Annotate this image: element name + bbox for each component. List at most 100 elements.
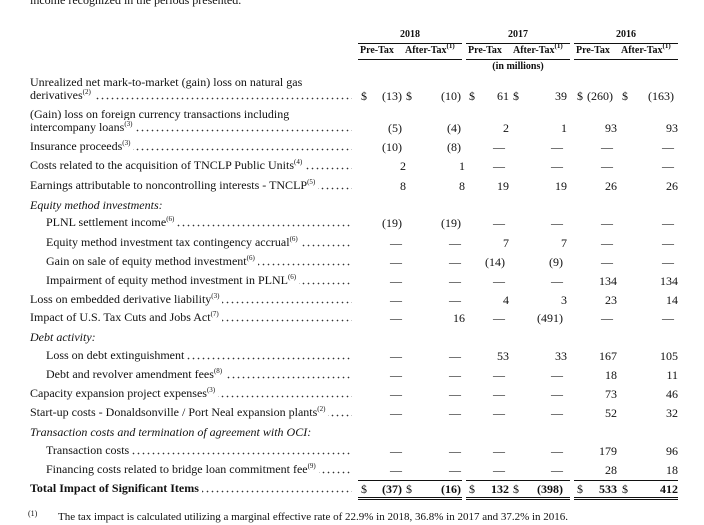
rule: [358, 480, 462, 481]
cell-value: (13): [382, 89, 402, 103]
label-note: (2): [317, 405, 326, 413]
cell-value: —: [551, 406, 563, 420]
rule: [358, 59, 462, 60]
row-label: Equity method investment tax contingency…: [46, 235, 352, 249]
label-note: (8): [213, 367, 223, 375]
cell-value: —: [390, 444, 402, 458]
label-text: Insurance proceeds: [30, 139, 123, 153]
row-label-text: Transaction costs: [46, 443, 133, 457]
cell-value: —: [390, 311, 402, 325]
row-label-text: Impact of U.S. Tax Cuts and Jobs Act(7): [30, 310, 222, 324]
cell-value: 96: [666, 444, 678, 458]
row-label-text: Capacity expansion project expenses(3): [30, 386, 219, 400]
row-label-text: Loss on embedded derivative liability(3): [30, 292, 223, 306]
label-text: Capacity expansion project expenses: [30, 386, 207, 400]
units-header: (in millions): [492, 61, 544, 72]
cell-value: —: [390, 274, 402, 288]
row-label: Capacity expansion project expenses(3): [30, 386, 352, 400]
cell-value: —: [449, 368, 461, 382]
cell-value: 3: [561, 293, 567, 307]
label-text: Transaction costs: [46, 443, 130, 457]
row-label: Costs related to the acquisition of TNCL…: [30, 158, 352, 172]
label-text: Gain on sale of equity method investment: [46, 254, 247, 268]
cell-value: 8: [400, 179, 406, 193]
footnote-marker: (1): [28, 509, 38, 518]
cell-value: —: [551, 159, 563, 173]
label-text: PLNL settlement income: [46, 215, 167, 229]
label-note: (3): [206, 386, 216, 394]
cell-value: 2: [400, 159, 406, 173]
cell-value: 134: [660, 274, 678, 288]
row-label: (Gain) loss on foreign currency transact…: [30, 107, 352, 134]
year-header: 2016: [616, 29, 636, 40]
cell-value: —: [449, 387, 461, 401]
year-header: 2018: [400, 29, 420, 40]
row-label-text: Unrealized net mark-to-market (gain) los…: [30, 75, 303, 102]
cell-value: —: [390, 349, 402, 363]
label-note: (3): [124, 120, 133, 128]
cell-value: —: [493, 140, 505, 154]
cell-value: 53: [497, 349, 509, 363]
cell-value: —: [390, 293, 402, 307]
cell-value: —: [390, 387, 402, 401]
row-label-text: Loss on debt extinguishment: [46, 348, 188, 362]
after-tax-header: After-Tax(1): [621, 43, 671, 57]
cell-value: 28: [605, 463, 617, 477]
section-label: Transaction costs and termination of agr…: [30, 425, 312, 439]
cell-value: —: [662, 236, 674, 250]
cell-value: (260): [587, 89, 613, 103]
cell-value: —: [551, 140, 563, 154]
currency-symbol: $: [361, 482, 367, 496]
cell-value: 2: [503, 121, 509, 135]
cell-value: —: [601, 216, 613, 230]
cell-value: 18: [605, 368, 617, 382]
row-label: Debt and revolver amendment fees(8): [46, 367, 352, 381]
row-label: Impairment of equity method investment i…: [46, 273, 352, 287]
cell-value: 179: [599, 444, 617, 458]
row-label: Total Impact of Significant Items: [30, 481, 352, 495]
cell-value: —: [493, 216, 505, 230]
label-text: Start-up costs - Donaldsonville / Port N…: [30, 405, 318, 419]
cell-value: —: [493, 274, 505, 288]
row-label-text: Debt and revolver amendment fees(8): [46, 367, 226, 381]
label-text: Earnings attributable to noncontrolling …: [30, 178, 308, 192]
label-note: (9): [307, 462, 316, 470]
label-note: (4): [293, 158, 303, 166]
cell-value: —: [449, 349, 461, 363]
cell-value: 46: [666, 387, 678, 401]
section-label: Debt activity:: [30, 330, 96, 344]
row-label: Earnings attributable to noncontrolling …: [30, 178, 352, 192]
after-tax-note: (1): [446, 42, 455, 50]
cell-value: —: [601, 236, 613, 250]
cell-value: 19: [497, 179, 509, 193]
row-label-text: Impairment of equity method investment i…: [46, 273, 300, 287]
label-text: Equity method investment tax contingency…: [46, 235, 290, 249]
rule: [466, 497, 570, 500]
row-label: Insurance proceeds(3): [30, 139, 352, 153]
cell-value: 167: [599, 349, 617, 363]
cell-value: —: [551, 463, 563, 477]
cell-value: —: [551, 387, 563, 401]
label-note: (6): [287, 273, 297, 281]
cell-value: 61: [497, 89, 509, 103]
cell-value: —: [662, 255, 674, 269]
cell-value: (19): [441, 216, 461, 230]
currency-symbol: $: [406, 89, 412, 103]
cell-value: (8): [447, 140, 461, 154]
cell-value: —: [601, 159, 613, 173]
label-text: Loss on embedded derivative liability: [30, 292, 212, 306]
after-tax-header: After-Tax(1): [513, 43, 563, 57]
row-label-text: Gain on sale of equity method investment…: [46, 254, 258, 268]
cell-value: 7: [561, 236, 567, 250]
cell-value: 533: [599, 482, 617, 496]
label-note: (6): [289, 235, 298, 243]
currency-symbol: $: [469, 89, 475, 103]
cell-value: —: [662, 140, 674, 154]
cell-value: 11: [666, 368, 678, 382]
cell-value: —: [493, 387, 505, 401]
cell-value: —: [493, 444, 505, 458]
rule: [574, 43, 678, 44]
cell-value: 16: [453, 311, 465, 325]
row-label-text: Insurance proceeds(3): [30, 139, 134, 153]
after-tax-text: After-Tax: [621, 45, 663, 56]
